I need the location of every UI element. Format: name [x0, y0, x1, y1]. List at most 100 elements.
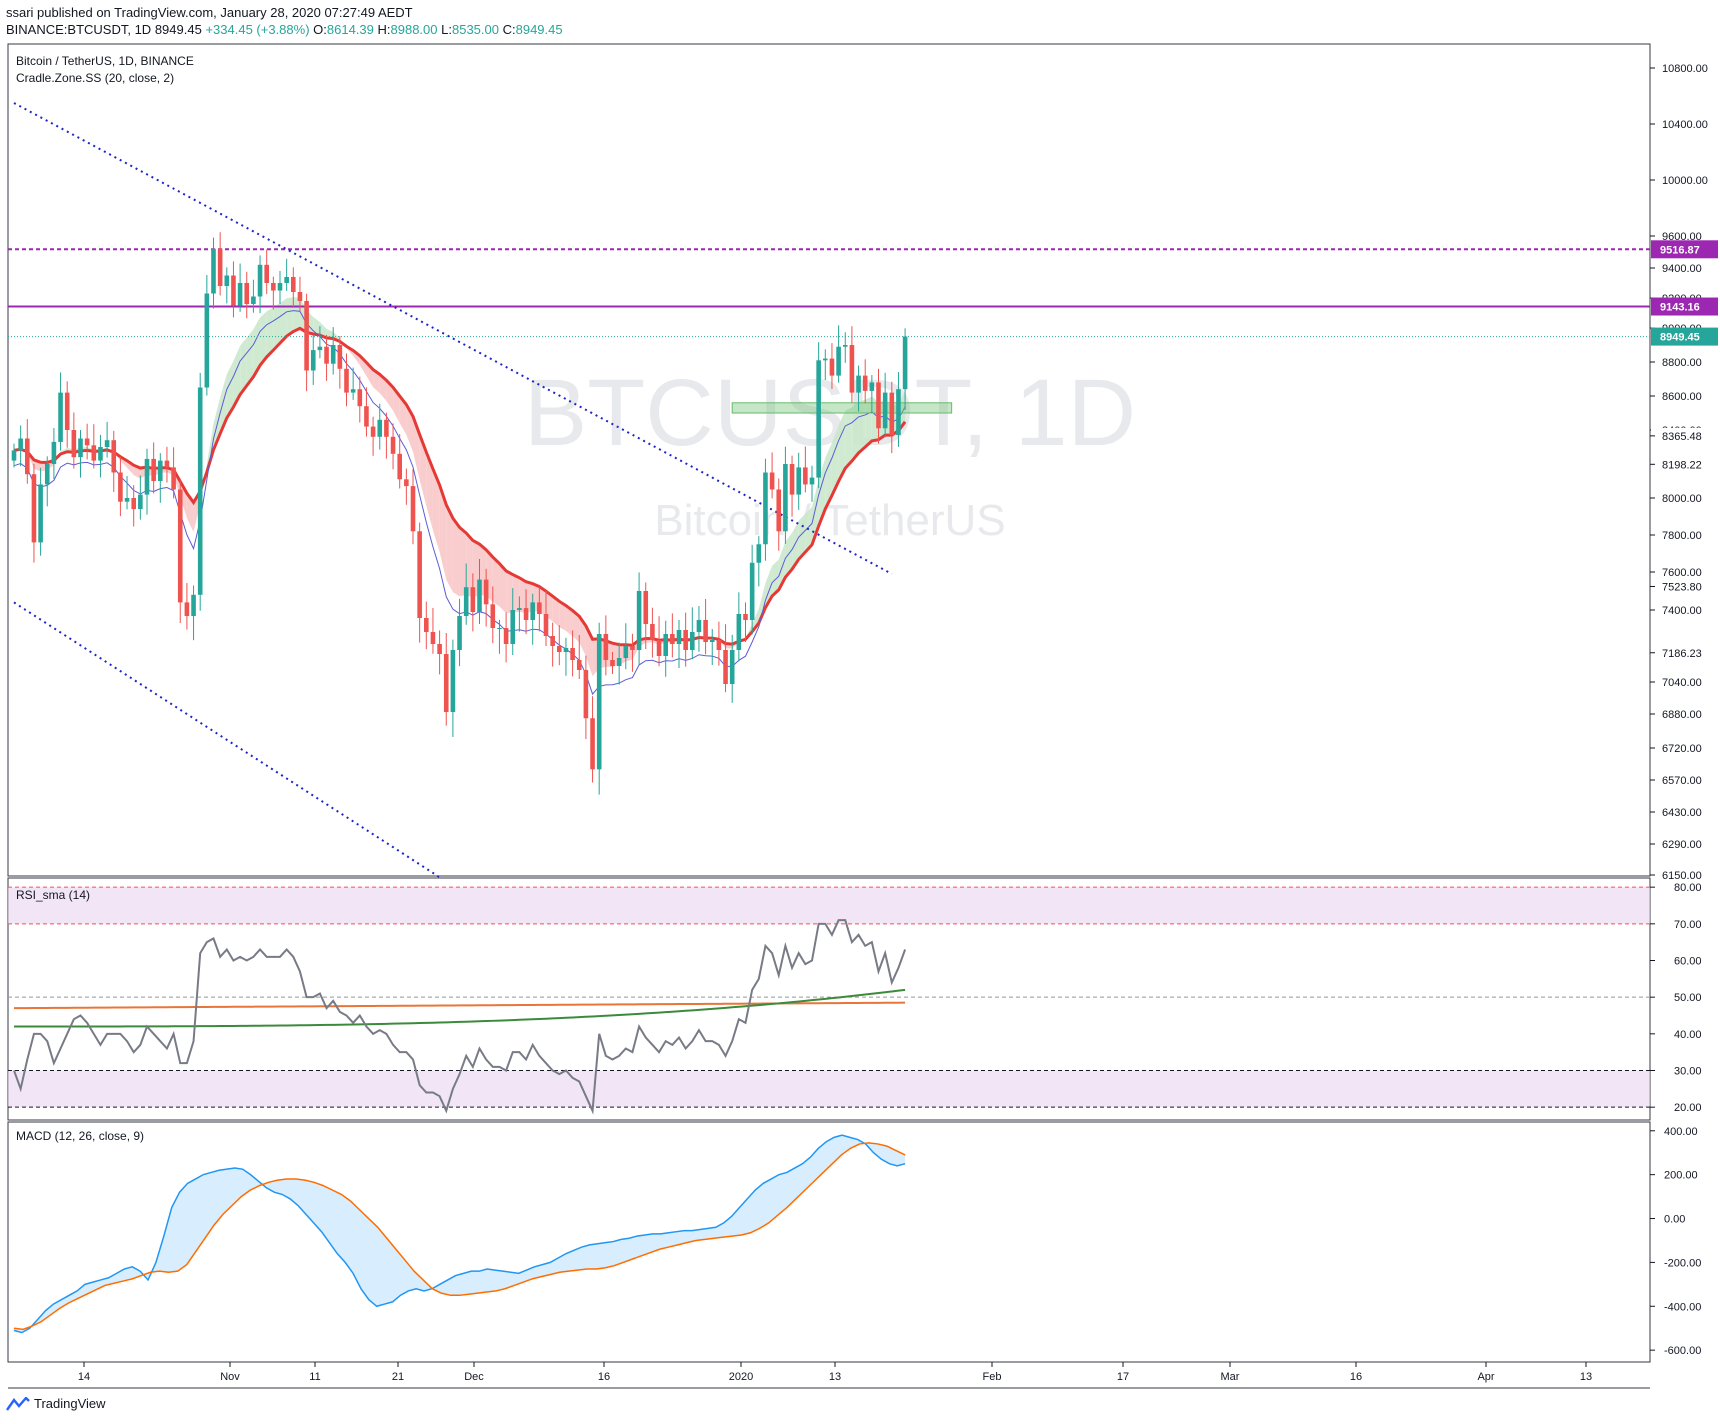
rsi-tick-label: 80.00: [1674, 882, 1702, 894]
candle-body: [756, 544, 762, 563]
tradingview-brand: TradingView: [34, 1396, 106, 1411]
price-tick-label: 9600.00: [1662, 231, 1702, 243]
candle-body: [570, 648, 575, 660]
candle-body: [590, 718, 595, 770]
candle: [510, 588, 516, 655]
candle: [144, 448, 150, 515]
candle-body: [330, 345, 336, 364]
candle-body: [550, 636, 555, 646]
candle-body: [776, 489, 782, 532]
candle-body: [277, 283, 283, 291]
candle: [610, 652, 615, 674]
candle: [31, 463, 37, 563]
candle-body: [749, 562, 755, 620]
rsi-pane-title: RSI_sma (14): [16, 888, 90, 902]
macd-tick-label: 0.00: [1664, 1214, 1685, 1226]
candle: [856, 365, 861, 412]
candle-body: [563, 648, 569, 652]
candle: [257, 255, 263, 314]
cradle-fill: [785, 532, 793, 578]
candle-body: [410, 486, 416, 532]
candle-body: [297, 292, 303, 301]
price-tick-label: 6570.00: [1662, 775, 1702, 787]
candle-body: [450, 650, 456, 712]
candle-body: [18, 438, 23, 451]
candle-body: [350, 389, 356, 393]
candle-body: [530, 602, 535, 620]
time-tick-label: 13: [1580, 1371, 1592, 1383]
cradle-fill: [546, 591, 553, 622]
candle-body: [510, 610, 516, 644]
candle-body: [344, 368, 349, 393]
time-tick-label: Dec: [464, 1371, 484, 1383]
candle-body: [902, 336, 908, 390]
cradle-fill: [772, 559, 779, 597]
cradle-fill: [186, 493, 194, 532]
macd-tick-label: 400.00: [1664, 1126, 1698, 1138]
candle: [124, 476, 130, 510]
cradle-indicator-label: Cradle.Zone.SS (20, close, 2): [16, 71, 174, 85]
candle-body: [284, 277, 289, 283]
candle: [643, 582, 649, 649]
candle: [849, 326, 855, 403]
candle-body: [25, 438, 30, 475]
price-pane[interactable]: [8, 102, 1650, 879]
close-label: C:: [502, 22, 516, 37]
candle: [131, 485, 136, 527]
cradle-fill: [206, 423, 214, 472]
candle: [244, 271, 250, 319]
symbol-name[interactable]: BINANCE:BTCUSDT, 1D: [6, 22, 152, 37]
price-tick-label: 7600.00: [1662, 567, 1702, 579]
tradingview-footer: TradingView: [6, 1396, 106, 1411]
candle: [344, 353, 349, 407]
cradle-fill: [386, 380, 394, 411]
time-tick-label: 17: [1117, 1371, 1129, 1383]
candle-body: [430, 632, 436, 644]
candle-body: [856, 375, 861, 393]
candle: [98, 434, 103, 478]
candle-body: [304, 301, 309, 371]
rsi-pane[interactable]: [8, 886, 1650, 1115]
candle-body: [437, 644, 442, 654]
time-tick-label: 11: [309, 1371, 320, 1383]
candle-body: [809, 477, 815, 485]
candle: [716, 621, 722, 666]
macd-pane[interactable]: [13, 1134, 906, 1334]
candle-body: [636, 591, 642, 650]
candle-body: [709, 640, 715, 642]
candle-body: [663, 634, 668, 656]
candle-body: [823, 358, 828, 361]
candle-body: [151, 458, 156, 481]
candle-body: [443, 654, 449, 712]
candle-body: [177, 489, 183, 603]
candle: [51, 427, 57, 479]
last-price: 8949.45: [154, 22, 202, 37]
candle: [670, 613, 675, 658]
cradle-fill: [519, 577, 527, 614]
candle: [530, 593, 535, 645]
rsi-sma-green-line: [14, 988, 906, 1028]
candle: [424, 601, 429, 650]
price-tick-label: 8800.00: [1662, 357, 1702, 369]
cradle-fill: [492, 557, 500, 607]
macd-pane-title: MACD (12, 26, close, 9): [16, 1129, 144, 1143]
time-tick-label: 2020: [729, 1371, 753, 1383]
candle: [337, 335, 343, 389]
price-tick-label: 6150.00: [1662, 870, 1702, 882]
candle: [477, 559, 482, 624]
candle: [796, 452, 801, 510]
macd-tick-label: -600.00: [1664, 1345, 1701, 1357]
candle-body: [576, 660, 582, 670]
candle: [104, 421, 110, 458]
candle-body: [58, 392, 63, 442]
candle: [769, 452, 775, 499]
candle: [64, 381, 70, 448]
candle-body: [324, 346, 329, 364]
candle: [184, 583, 190, 630]
candle: [217, 232, 223, 296]
candle: [84, 423, 90, 460]
candle-body: [257, 264, 263, 297]
candle-body: [842, 345, 848, 347]
candle: [277, 271, 283, 304]
